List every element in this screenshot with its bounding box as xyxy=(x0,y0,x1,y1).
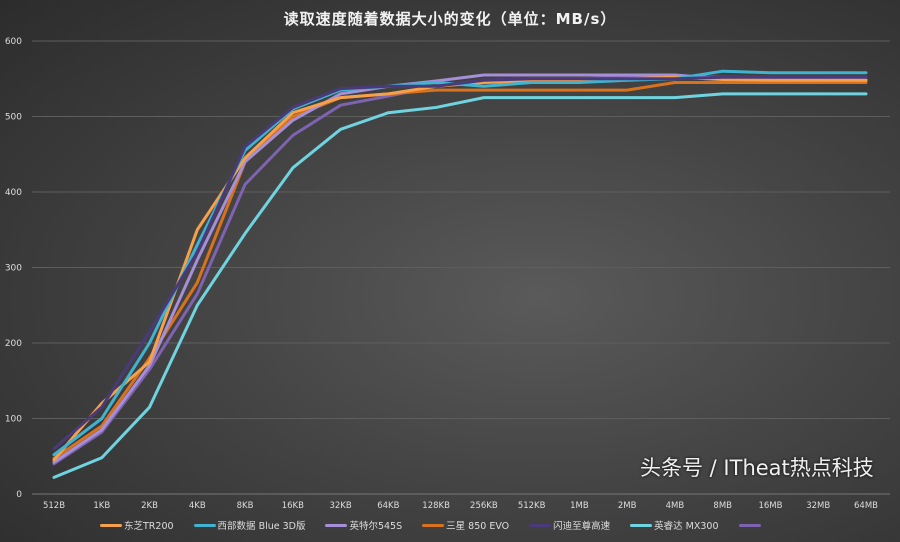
series-line xyxy=(52,75,868,451)
y-tick-label: 400 xyxy=(5,188,22,198)
x-tick-label: 128KB xyxy=(422,501,450,511)
legend-swatch xyxy=(193,523,216,527)
x-tick-label: 64MB xyxy=(854,501,878,511)
watermark: 头条号 / ITheat热点科技 xyxy=(640,456,874,480)
legend-swatch xyxy=(325,523,348,527)
legend: 东芝TR200 西部数据 Blue 3D版 英特尔545S 三星 850 EVO 闪迪至… xyxy=(100,518,761,532)
legend-swatch xyxy=(422,523,445,527)
y-tick-label: 300 xyxy=(5,264,22,274)
x-tick-label: 32MB xyxy=(806,501,830,511)
legend-label: 东芝TR200 xyxy=(124,521,174,532)
legend-swatch xyxy=(100,523,122,527)
chart-title: 读取速度随着数据大小的变化（单位：MB/s） xyxy=(283,10,617,28)
series-line xyxy=(52,81,868,461)
y-tick-label: 100 xyxy=(5,415,22,425)
x-tick-label: 1KB xyxy=(93,501,110,511)
x-tick-label: 4MB xyxy=(666,501,685,511)
legend-item xyxy=(738,518,761,532)
legend-swatch xyxy=(529,523,552,527)
x-tick-label: 16MB xyxy=(758,501,782,511)
legend-swatch xyxy=(630,523,653,527)
series-line xyxy=(52,74,868,466)
legend-item: 西部数据 Blue 3D版 xyxy=(193,518,306,532)
legend-item: 东芝TR200 xyxy=(100,518,174,532)
y-tick-label: 600 xyxy=(5,37,22,47)
legend-label: 三星 850 EVO xyxy=(446,521,510,532)
y-tick-label: 500 xyxy=(5,113,22,123)
legend-label: 闪迪至尊高速 xyxy=(553,521,611,532)
series-line xyxy=(52,92,868,479)
x-tick-label: 64KB xyxy=(377,501,399,511)
legend-label: 英特尔545S xyxy=(349,521,403,532)
x-tick-label: 16KB xyxy=(282,501,304,511)
x-tick-label: 32KB xyxy=(329,501,351,511)
series-line xyxy=(52,69,868,457)
x-tick-label: 2MB xyxy=(618,501,637,511)
legend-item: 三星 850 EVO xyxy=(422,518,509,532)
y-tick-label: 200 xyxy=(5,339,22,349)
legend-swatch xyxy=(738,523,761,527)
series-line xyxy=(52,75,868,462)
legend-item: 英特尔545S xyxy=(325,518,402,532)
x-tick-label: 512KB xyxy=(518,501,546,511)
legend-item: 英睿达 MX300 xyxy=(630,518,719,532)
legend-label: 西部数据 Blue 3D版 xyxy=(217,521,306,532)
x-tick-label: 4KB xyxy=(189,501,206,511)
x-tick-label: 1MB xyxy=(570,501,589,511)
y-tick-label: 0 xyxy=(16,490,22,500)
series-line xyxy=(52,73,868,464)
x-tick-label: 512B xyxy=(43,501,65,511)
legend-label: 英睿达 MX300 xyxy=(654,521,719,532)
x-tick-label: 8KB xyxy=(237,501,254,511)
x-tick-label: 8MB xyxy=(713,501,732,511)
legend-item: 闪迪至尊高速 xyxy=(529,518,610,532)
x-tick-label: 256KB xyxy=(470,501,498,511)
x-tick-label: 2KB xyxy=(141,501,158,511)
